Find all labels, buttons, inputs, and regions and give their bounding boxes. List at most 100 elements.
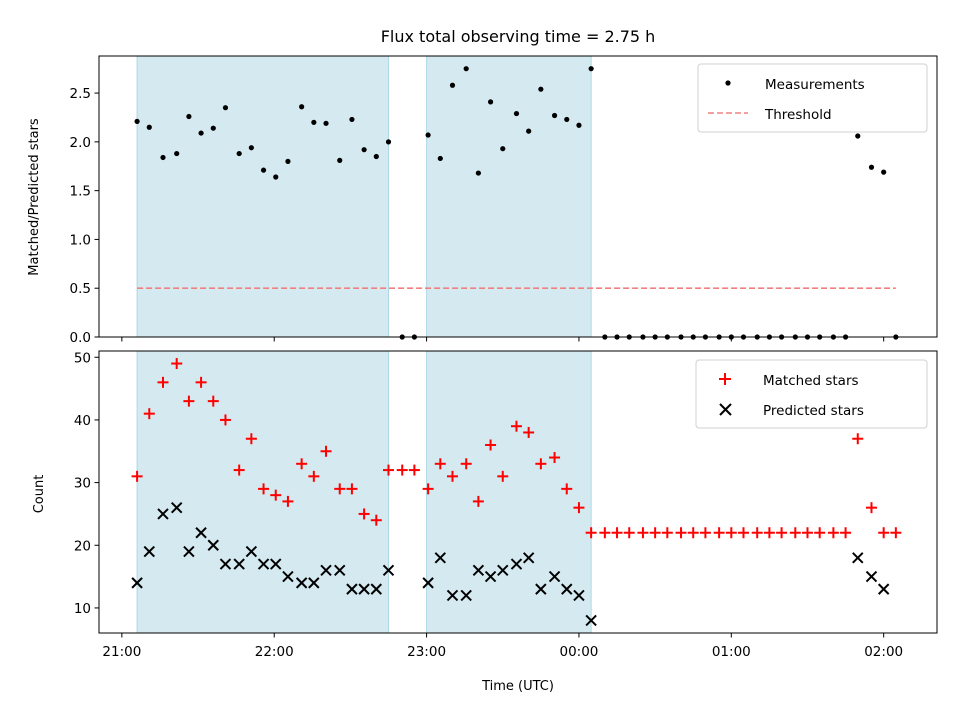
measurement-point (210, 125, 216, 131)
matched-star-point (852, 433, 864, 445)
measurement-point (146, 124, 152, 130)
measurement-point (273, 174, 279, 180)
predicted-star-point (233, 558, 245, 570)
measurement-point (576, 122, 582, 128)
predicted-star-point (865, 570, 878, 583)
count-y-tick-label: 50 (74, 350, 91, 366)
matched-star-point (599, 527, 611, 539)
measurements-legend-label: Measurements (765, 77, 865, 93)
matched-star-point (649, 527, 661, 539)
measurement-point (437, 155, 443, 162)
measurement-point (323, 120, 329, 126)
matched-star-point (535, 458, 547, 470)
matched-star-point (814, 527, 826, 539)
matched-star-point (358, 508, 370, 520)
measurement-point (186, 113, 192, 120)
ratio-y-tick-label: 1.5 (70, 184, 91, 200)
predicted-star-point (446, 589, 459, 602)
matched-star-point (675, 527, 687, 539)
matched-star-point (737, 527, 749, 539)
predicted-legend-marker (719, 403, 732, 416)
matched-star-point (561, 483, 573, 495)
matched-star-point (776, 527, 788, 539)
observing-interval-shade (136, 55, 389, 338)
matched-star-point (573, 502, 585, 514)
predicted-star-point (131, 577, 143, 589)
ratio-legend[interactable]: Measurements Threshold (697, 63, 928, 133)
matched-star-point (334, 483, 346, 495)
ratio-panel-frame (98, 55, 938, 338)
measurement-point (299, 104, 305, 110)
predicted-star-point (561, 583, 573, 595)
matched-star-point (801, 527, 813, 539)
matched-star-point (497, 470, 509, 482)
matched-legend-label: Matched stars (763, 373, 859, 389)
count-y-tick-label: 20 (74, 538, 91, 554)
matched-star-point (233, 464, 245, 476)
matched-star-point (827, 527, 839, 539)
ratio-y-axis-label: Matched/Predicted stars (27, 118, 42, 276)
matched-star-point (346, 483, 358, 495)
predicted-star-point (143, 545, 155, 558)
predicted-legend-label: Predicted stars (763, 403, 864, 419)
matched-star-point (523, 426, 535, 438)
count-legend[interactable]: Matched stars Predicted stars (695, 359, 928, 429)
time-x-tick-label: 22:00 (255, 644, 294, 660)
matched-star-point (296, 458, 308, 470)
matched-star-point (713, 527, 725, 539)
measurement-point (337, 157, 343, 163)
measurement-point (449, 82, 456, 88)
matched-star-point (258, 483, 270, 495)
chart-title: Flux total observing time = 2.75 h (381, 27, 656, 46)
predicted-star-point (219, 558, 232, 570)
predicted-star-point (358, 583, 370, 595)
matched-star-point (460, 458, 472, 470)
matched-star-point (687, 527, 699, 539)
predicted-star-point (434, 552, 447, 564)
measurement-point (174, 150, 180, 157)
predicted-star-point (170, 501, 183, 514)
matched-star-point (282, 495, 294, 507)
measurements-legend-marker (725, 80, 731, 86)
measurement-point (349, 116, 355, 123)
measurement-point (538, 86, 544, 92)
ratio-panel: 0.0 0.5 1.0 1.5 2.0 2.5 Flux total observing … (27, 27, 938, 346)
matched-star-point (751, 527, 763, 539)
measurement-point (385, 139, 392, 145)
predicted-star-point (183, 545, 195, 558)
matched-star-point (219, 414, 231, 426)
predicted-star-point (548, 570, 561, 583)
predicted-star-point (157, 508, 169, 520)
predicted-star-point (497, 564, 509, 577)
observing-interval-shade (426, 55, 592, 338)
matched-star-point (382, 464, 394, 476)
measurement-point (513, 110, 520, 117)
matched-star-point (485, 439, 497, 451)
measurement-point (564, 116, 570, 123)
matched-star-point (320, 445, 332, 457)
matched-legend-marker (719, 373, 731, 385)
measurement-point (425, 132, 431, 138)
count-y-tick-label: 40 (74, 413, 91, 429)
matched-star-point (878, 527, 890, 539)
measurement-point (475, 170, 481, 176)
measurement-point (373, 153, 379, 160)
count-y-tick-label: 30 (74, 476, 91, 492)
predicted-star-point (195, 527, 207, 539)
measurement-point (588, 66, 594, 72)
matched-star-point (370, 514, 382, 526)
measurement-point (881, 169, 887, 175)
ratio-y-tick-label: 2.0 (70, 135, 91, 151)
measurement-point (855, 133, 861, 139)
matched-star-point (131, 470, 143, 482)
measurement-point (500, 146, 506, 152)
matched-star-point (623, 527, 635, 539)
matched-star-point (157, 376, 169, 388)
matched-star-point (270, 489, 282, 501)
matched-star-point (171, 358, 183, 370)
matched-star-point (789, 527, 801, 539)
predicted-star-point (282, 570, 294, 583)
measurement-point (285, 158, 291, 164)
matched-star-point (183, 395, 195, 407)
